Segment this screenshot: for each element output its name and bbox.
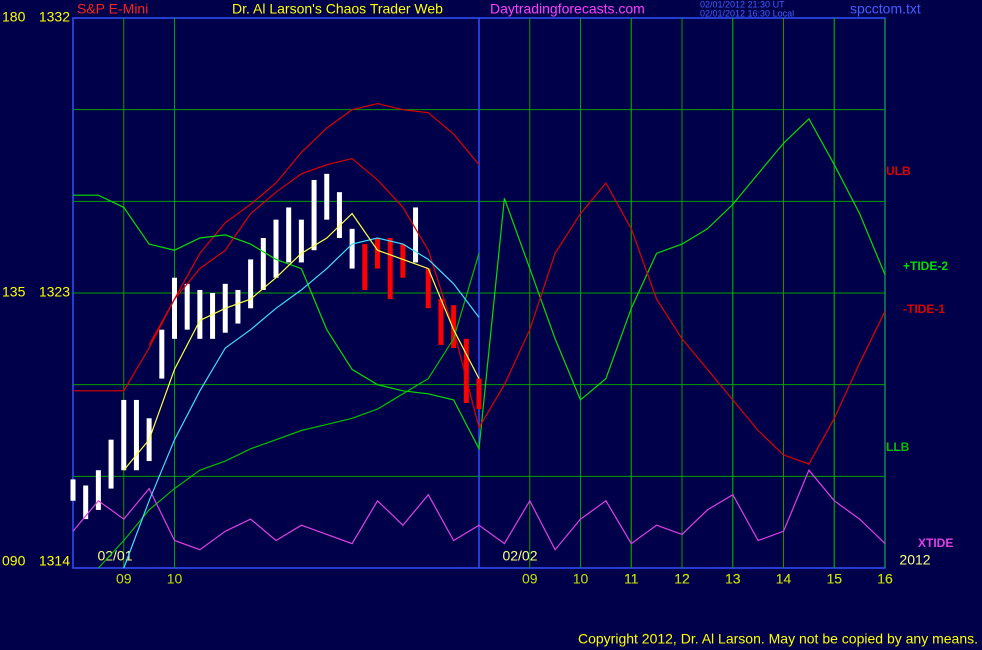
price-bar [476,378,482,410]
file-name: spcctom.txt [850,1,921,17]
price-bar [463,338,469,403]
price-bar [425,268,431,309]
series-line [97,253,480,569]
price-bar [159,329,165,379]
series-line [148,102,480,346]
degree-label: 180 [2,9,26,25]
legend-label: XTIDE [918,536,953,550]
timestamp: 02/01/2012 16:30 Local [700,8,794,18]
x-tick-label: 15 [826,571,842,587]
y-tick-label: 1323 [39,284,70,300]
price-bar [387,238,393,300]
timestamp: 02/01/2012 21:30 UT [700,0,785,9]
x-tick-label: 11 [624,571,639,587]
price-bar [83,485,89,520]
price-bar [133,399,139,471]
price-bar [184,283,190,330]
x-tick-label: 10 [573,571,589,587]
x-tick-label: 13 [725,571,741,587]
price-bar [375,238,380,269]
x-tick-label: 12 [674,571,690,587]
price-bar [413,207,419,263]
y-tick-label: 1332 [39,9,70,25]
series-line [73,117,886,451]
symbol: S&P E-Mini [77,1,148,17]
price-bar [210,293,216,339]
x-tick-label: 16 [877,571,893,587]
price-bar [70,479,76,501]
price-bar [324,173,330,220]
x-tick-label: 12 [674,571,690,587]
price-bar [438,299,444,345]
x-tick-label: 09 [116,571,132,587]
x-tick-label: 15 [826,571,842,587]
y-tick-label: 1314 [39,553,70,569]
price-bar [311,179,317,251]
x-tick-label: 11 [624,571,639,587]
series-line [123,237,480,569]
copyright: Copyright 2012, Dr. Al Larson. May not b… [578,631,978,647]
series-line [72,469,886,551]
x-tick-label: 13 [725,571,741,587]
price-bar [298,219,304,263]
series-line [123,212,480,471]
legend-label: -TIDE-1 [903,302,945,316]
degree-label: 135 [2,284,26,300]
price-bar [197,289,203,339]
price-bar [248,259,254,309]
date-label: 02/02 [502,548,537,564]
legend-label: ULB [886,164,911,178]
x-tick-label: 10 [167,571,183,587]
price-bar [172,277,177,339]
price-bar [260,238,266,290]
chart-title: Dr. Al Larson's Chaos Trader Web [232,1,443,17]
price-bar [451,305,457,348]
price-bar [349,228,355,269]
date-label: 2012 [899,552,930,568]
price-bar [108,439,114,489]
legend-label: LLB [886,440,910,454]
x-tick-label: 14 [776,571,792,587]
price-bar [235,289,241,324]
series-line [73,157,886,465]
price-bar [273,219,279,278]
x-tick-label: 16 [877,571,893,587]
price-bar [121,399,127,471]
site: Daytradingforecasts.com [490,1,645,17]
legend-label: +TIDE-2 [903,259,948,273]
x-tick-label: 14 [776,571,792,587]
price-bar [95,470,101,510]
price-bar [336,192,342,238]
x-tick-label: 09 [522,571,538,587]
degree-label: 090 [2,553,26,569]
price-bar [400,244,406,278]
price-bar [286,207,292,263]
price-bar [362,244,368,290]
